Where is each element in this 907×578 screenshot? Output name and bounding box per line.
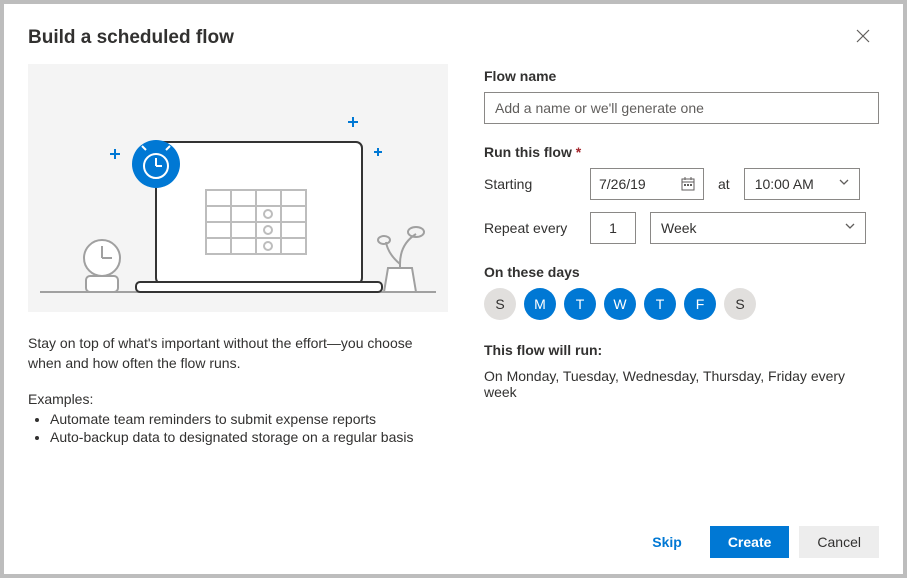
repeat-unit-select[interactable]: Week <box>650 212 866 244</box>
repeat-label: Repeat every <box>484 220 576 236</box>
flowname-input[interactable] <box>484 92 879 124</box>
close-button[interactable] <box>847 22 879 54</box>
days-group: SMTWTFS <box>484 288 879 320</box>
day-toggle[interactable]: T <box>644 288 676 320</box>
run-label: Run this flow * <box>484 144 879 160</box>
repeat-count-value: 1 <box>609 220 617 236</box>
day-toggle[interactable]: T <box>564 288 596 320</box>
day-toggle[interactable]: S <box>724 288 756 320</box>
modal-header: Build a scheduled flow <box>4 4 903 64</box>
days-label: On these days <box>484 264 879 280</box>
starting-date-picker[interactable]: 7/26/19 <box>590 168 704 200</box>
create-button[interactable]: Create <box>710 526 790 558</box>
required-asterisk: * <box>576 144 581 160</box>
close-icon <box>856 29 870 47</box>
chevron-down-icon <box>845 223 855 233</box>
calendar-icon <box>681 177 695 191</box>
chevron-down-icon <box>839 179 849 189</box>
at-label: at <box>718 176 730 192</box>
day-toggle[interactable]: W <box>604 288 636 320</box>
example-item: Automate team reminders to submit expens… <box>50 411 448 427</box>
starting-label: Starting <box>484 176 576 192</box>
description-text: Stay on top of what's important without … <box>28 334 448 373</box>
modal-footer: Skip Create Cancel <box>4 510 903 574</box>
cancel-button[interactable]: Cancel <box>799 526 879 558</box>
flowname-label: Flow name <box>484 68 879 84</box>
examples-list: Automate team reminders to submit expens… <box>28 411 448 445</box>
time-picker[interactable]: 10:00 AM <box>744 168 860 200</box>
repeat-count-input[interactable]: 1 <box>590 212 636 244</box>
repeat-unit-value: Week <box>661 220 697 236</box>
day-toggle[interactable]: S <box>484 288 516 320</box>
right-column: Flow name Run this flow * Starting 7/26/… <box>484 64 879 498</box>
summary-text: On Monday, Tuesday, Wednesday, Thursday,… <box>484 368 879 400</box>
day-toggle[interactable]: M <box>524 288 556 320</box>
left-column: Stay on top of what's important without … <box>28 64 448 498</box>
examples-label: Examples: <box>28 391 448 407</box>
illustration <box>28 64 448 312</box>
day-toggle[interactable]: F <box>684 288 716 320</box>
modal-title: Build a scheduled flow <box>28 27 234 49</box>
time-value: 10:00 AM <box>755 176 814 192</box>
summary-label: This flow will run: <box>484 342 879 358</box>
starting-date-value: 7/26/19 <box>599 176 646 192</box>
skip-button[interactable]: Skip <box>634 526 700 558</box>
example-item: Auto-backup data to designated storage o… <box>50 429 448 445</box>
modal: Build a scheduled flow <box>4 4 903 574</box>
